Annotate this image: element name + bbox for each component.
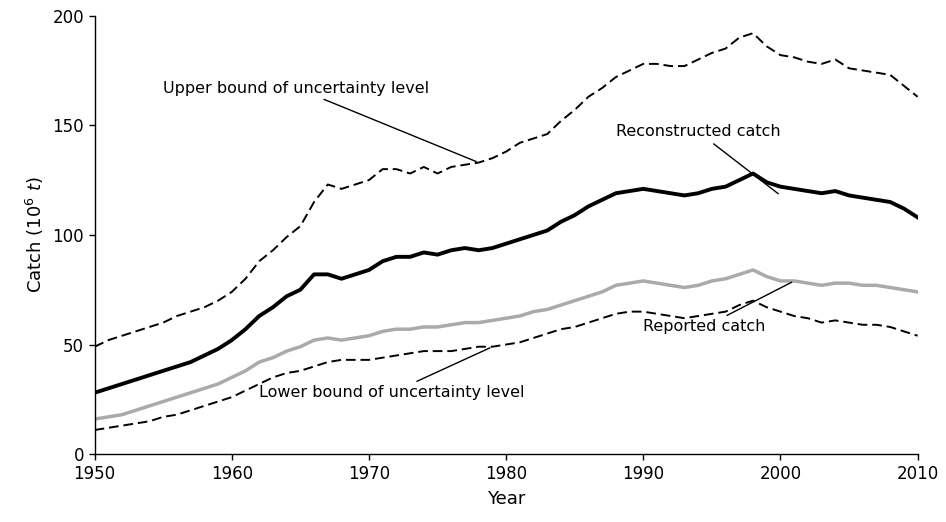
Text: Lower bound of uncertainty level: Lower bound of uncertainty level	[259, 348, 525, 400]
Y-axis label: Catch (10$^6$ $t$): Catch (10$^6$ $t$)	[24, 176, 45, 293]
Text: Reported catch: Reported catch	[643, 282, 792, 335]
Text: Reconstructed catch: Reconstructed catch	[616, 124, 780, 194]
Text: Upper bound of uncertainty level: Upper bound of uncertainty level	[163, 80, 476, 161]
X-axis label: Year: Year	[487, 490, 525, 507]
